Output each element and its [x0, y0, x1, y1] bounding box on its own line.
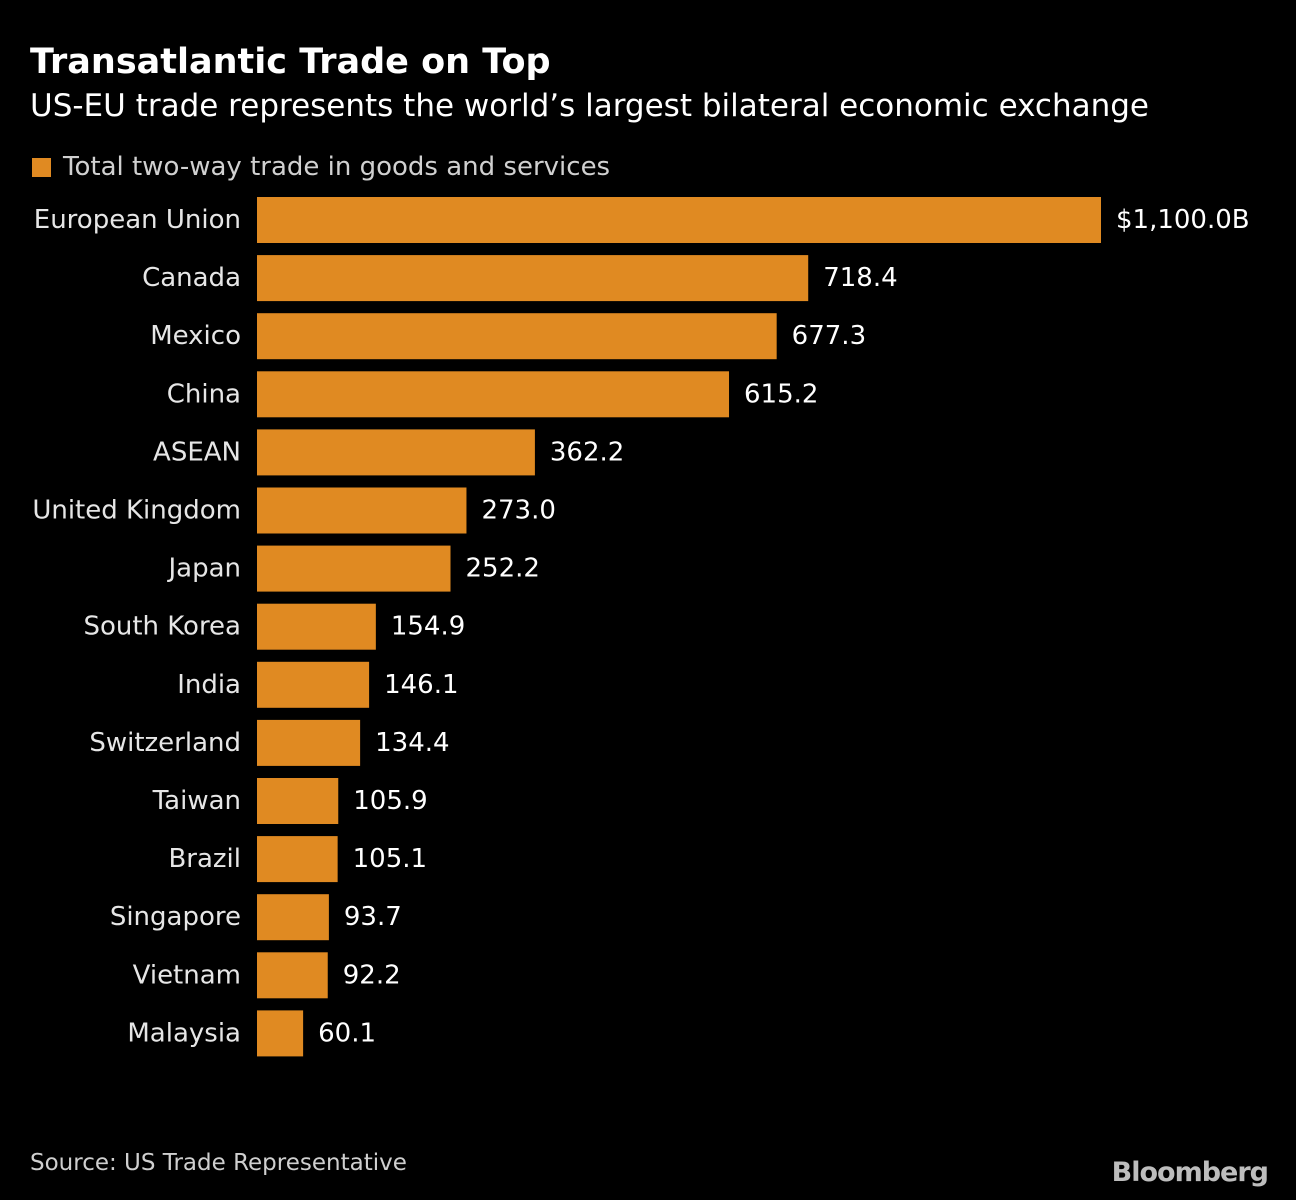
- category-label: Canada: [142, 263, 241, 293]
- value-label: 718.4: [823, 263, 897, 293]
- bar: [257, 719, 361, 766]
- bar: [257, 603, 376, 650]
- bar: [257, 778, 339, 824]
- bar: [257, 255, 809, 302]
- bar: [257, 836, 338, 883]
- value-label: 93.7: [344, 902, 402, 932]
- value-label: 134.4: [375, 728, 449, 758]
- bar: [257, 894, 329, 941]
- value-label: 60.1: [318, 1018, 376, 1048]
- value-label: 154.9: [391, 612, 465, 642]
- bar: [257, 371, 730, 418]
- category-label: ASEAN: [153, 437, 241, 467]
- bar: [257, 952, 328, 999]
- value-label: $1,100.0B: [1116, 205, 1250, 235]
- category-label: Taiwan: [152, 786, 241, 816]
- bar: [257, 1010, 304, 1057]
- value-label: 615.2: [744, 379, 818, 409]
- value-label: 146.1: [384, 670, 458, 700]
- category-label: United Kingdom: [32, 496, 241, 526]
- bloomberg-logo: Bloomberg: [1111, 1157, 1269, 1188]
- bar: [257, 429, 535, 476]
- category-label: Japan: [166, 554, 241, 584]
- value-label: 362.2: [550, 437, 624, 467]
- category-label: South Korea: [83, 612, 241, 642]
- legend-swatch: [32, 157, 51, 177]
- category-label: Switzerland: [89, 728, 241, 758]
- source-note: Source: US Trade Representative: [30, 1150, 407, 1176]
- category-label: Mexico: [150, 321, 241, 351]
- legend-label: Total two-way trade in goods and service…: [63, 152, 611, 182]
- value-label: 105.9: [353, 786, 427, 816]
- value-label: 105.1: [353, 844, 427, 874]
- value-label: 92.2: [343, 960, 401, 990]
- category-label: Singapore: [110, 902, 241, 932]
- bar: [257, 197, 1101, 243]
- category-label: China: [167, 379, 241, 409]
- legend: Total two-way trade in goods and service…: [32, 150, 610, 184]
- bar: [257, 661, 370, 708]
- bar: [257, 545, 451, 592]
- value-label: 677.3: [792, 321, 866, 351]
- value-label: 273.0: [481, 496, 555, 526]
- category-label: European Union: [34, 205, 241, 235]
- category-label: Brazil: [168, 844, 241, 874]
- chart-subtitle: US-EU trade represents the world’s large…: [30, 88, 1149, 124]
- bar: [257, 487, 467, 534]
- bar: [257, 313, 777, 360]
- category-label: Malaysia: [127, 1018, 241, 1048]
- chart-title: Transatlantic Trade on Top: [30, 42, 551, 82]
- category-label: India: [177, 670, 241, 700]
- category-label: Vietnam: [133, 960, 241, 990]
- value-label: 252.2: [466, 554, 540, 584]
